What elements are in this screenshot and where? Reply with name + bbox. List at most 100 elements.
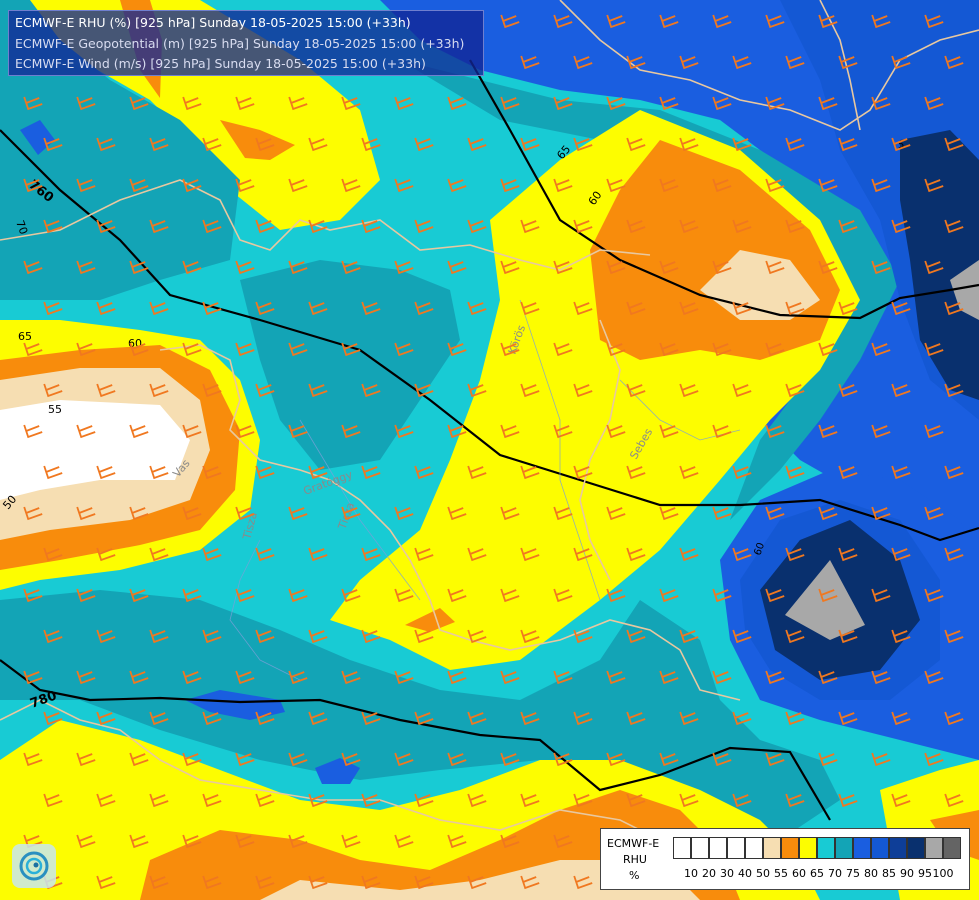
wind-barb-icon <box>96 137 116 152</box>
wind-barb-icon <box>414 465 434 480</box>
wind-barb-icon <box>308 137 328 152</box>
contour-label-65-west: 65 <box>18 330 32 343</box>
wind-barb-icon <box>202 137 222 152</box>
rivers <box>229 299 741 681</box>
wind-barb-icon <box>944 465 964 480</box>
wind-barb-icon <box>414 793 434 808</box>
wind-barb-icon <box>467 383 487 398</box>
wind-barb-icon <box>255 465 275 480</box>
rhu-55-zone-small <box>405 608 455 632</box>
wind-barb-icon <box>871 342 891 357</box>
wind-barb-icon <box>659 178 679 193</box>
wind-barb-icon <box>149 383 169 398</box>
legend-swatch <box>745 837 763 859</box>
wind-barb-icon <box>891 793 911 808</box>
wind-barb-icon <box>414 711 434 726</box>
wind-barb-icon <box>447 260 467 275</box>
wind-barb-icon <box>924 424 944 439</box>
wind-barb-icon <box>891 137 911 152</box>
wind-barb-icon <box>447 588 467 603</box>
wind-barb-icon <box>255 301 275 316</box>
wind-barb-icon <box>838 465 858 480</box>
wind-barb-icon <box>944 137 964 152</box>
legend-tick-label: 20 <box>702 867 716 880</box>
wind-barb-icon <box>182 96 202 111</box>
wind-barb-icon <box>606 670 626 685</box>
wind-barb-icon <box>341 424 361 439</box>
wind-barb-icon <box>732 547 752 562</box>
wind-barb-icon <box>944 547 964 562</box>
wind-barb-icon <box>288 260 308 275</box>
wind-barb-icon <box>606 752 626 767</box>
wind-barb-icon <box>467 301 487 316</box>
wind-barb-icon <box>361 875 381 890</box>
wind-barb-icon <box>149 301 169 316</box>
legend-swatch <box>781 837 799 859</box>
wind-barb-icon <box>818 14 838 29</box>
wind-barb-icon <box>414 219 434 234</box>
wind-barb-icon <box>76 752 96 767</box>
wind-barb-icon <box>944 383 964 398</box>
wind-barb-icon <box>871 96 891 111</box>
wind-barb-icon <box>520 793 540 808</box>
wind-barb-icon <box>129 342 149 357</box>
wind-barb-icon <box>785 55 805 70</box>
wind-barb-icon <box>818 752 838 767</box>
wind-barb-icon <box>149 793 169 808</box>
wind-barb-icon <box>712 670 732 685</box>
wind-barb-icon <box>23 752 43 767</box>
legend-swatch <box>925 837 943 859</box>
wind-barb-icon <box>924 342 944 357</box>
wind-barb-icon <box>891 711 911 726</box>
wind-barb-icon <box>361 383 381 398</box>
wind-barb-icon <box>182 178 202 193</box>
wind-barb-icon <box>43 383 63 398</box>
wind-barb-icon <box>765 96 785 111</box>
wind-barb-icon <box>76 670 96 685</box>
wind-barb-icon <box>235 260 255 275</box>
wind-barb-icon <box>944 55 964 70</box>
contour-label-5-east: 5 <box>898 140 904 151</box>
wind-barb-icon <box>573 547 593 562</box>
wind-barb-icon <box>43 301 63 316</box>
wind-barb-icon <box>785 793 805 808</box>
wind-barb-icon <box>308 793 328 808</box>
wind-barb-icon <box>182 752 202 767</box>
wind-barb-icon <box>96 301 116 316</box>
wind-barb-icon <box>732 711 752 726</box>
legend-swatch <box>673 837 691 859</box>
border-line-4 <box>559 0 979 131</box>
wind-barb-icon <box>520 137 540 152</box>
wind-barb-icon <box>818 424 838 439</box>
wind-barb-icon <box>394 342 414 357</box>
wind-barb-icon <box>96 875 116 890</box>
contour-label-55-west: 55 <box>48 403 62 416</box>
wind-barb-icon <box>679 55 699 70</box>
wind-barb-icon <box>149 875 169 890</box>
wind-barb-icon <box>924 178 944 193</box>
wind-barb-icon <box>96 711 116 726</box>
wind-barb-icon <box>500 424 520 439</box>
wind-barb-icon <box>818 670 838 685</box>
wind-barb-icon <box>447 178 467 193</box>
wind-barb-icon <box>23 342 43 357</box>
wind-barb-icon <box>447 424 467 439</box>
wind-barb-icon <box>467 793 487 808</box>
wind-barb-icon <box>573 219 593 234</box>
wind-barb-icon <box>288 670 308 685</box>
wind-barb-icon <box>520 301 540 316</box>
legend-swatch <box>853 837 871 859</box>
wind-barb-icon <box>235 424 255 439</box>
wind-barb-icon <box>838 629 858 644</box>
wind-barb-icon <box>308 383 328 398</box>
wind-barb-icon <box>712 96 732 111</box>
wind-barb-icon <box>394 260 414 275</box>
wind-barb-icon <box>182 670 202 685</box>
wind-barb-icon <box>891 383 911 398</box>
wind-barb-icon <box>626 793 646 808</box>
wind-barb-icon <box>394 506 414 521</box>
wind-barb-icon <box>553 178 573 193</box>
wind-barb-icon <box>785 383 805 398</box>
wind-barb-icon <box>361 629 381 644</box>
wind-barb-icon <box>308 711 328 726</box>
